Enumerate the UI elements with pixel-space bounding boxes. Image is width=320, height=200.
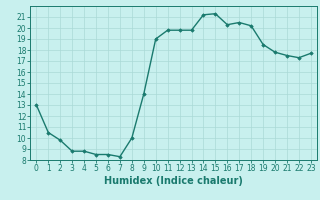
X-axis label: Humidex (Indice chaleur): Humidex (Indice chaleur) xyxy=(104,176,243,186)
